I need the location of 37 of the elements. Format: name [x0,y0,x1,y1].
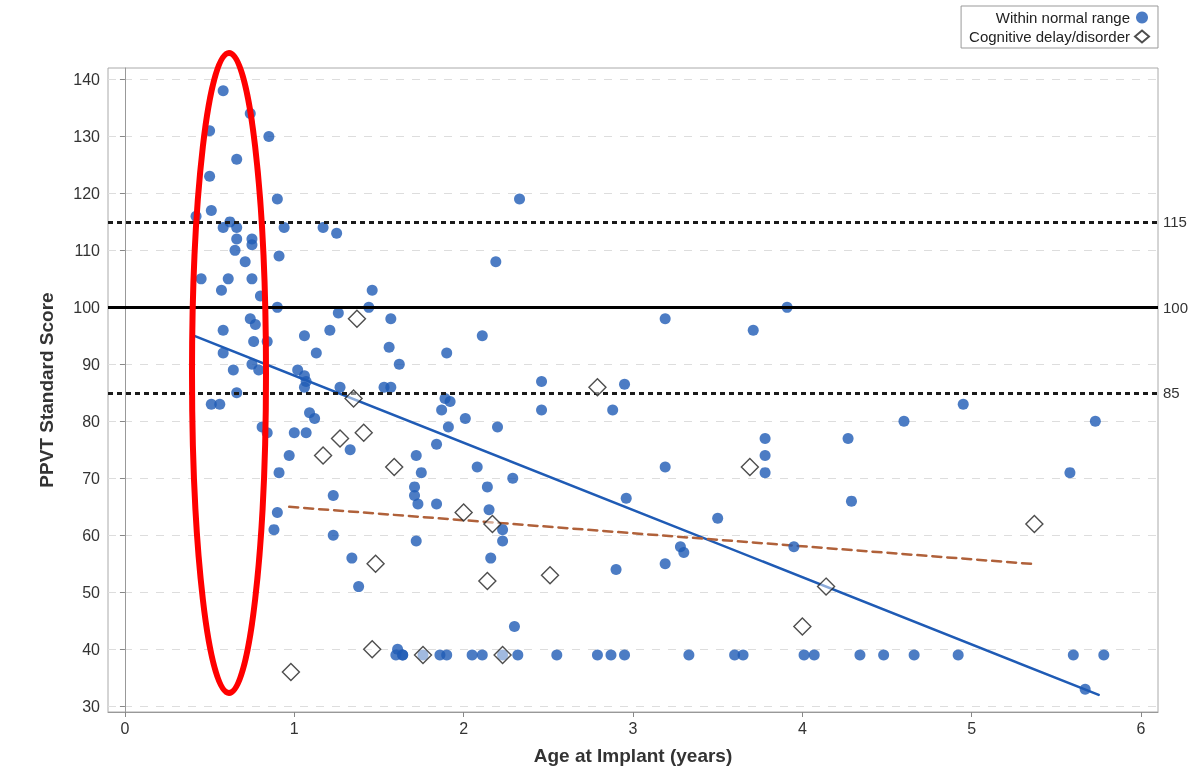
x-tick-label: 0 [120,719,130,737]
point [816,577,836,596]
point [454,503,473,522]
y-tick-label: 30 [82,697,101,715]
point [793,617,812,636]
x-tick-label: 4 [797,719,807,737]
x-tick-label: 2 [459,719,469,737]
point [483,514,502,534]
x-tick-label: 5 [967,719,977,737]
y-tick-label: 120 [73,184,101,202]
x-tick-label: 6 [1136,719,1146,737]
y-tick-label: 140 [73,70,101,88]
x-tick-label: 3 [628,719,638,737]
point [281,662,301,682]
ref-line-label: 115 [1163,213,1187,231]
y-tick-label: 40 [82,640,101,658]
y-tick-label: 50 [82,583,101,601]
point [413,645,433,665]
y-tick-label: 60 [82,526,101,544]
y-tick-label: 80 [82,412,101,430]
legend-label: Cognitive delay/disorder [969,28,1130,45]
point [493,645,512,665]
ref-line-label: 85 [1163,384,1180,402]
x-tick-label: 1 [289,719,299,737]
point [385,457,404,477]
y-tick-label: 90 [82,355,101,373]
ref-line-label: 100 [1163,298,1189,316]
point [344,389,363,408]
y-tick-label: 110 [74,241,101,259]
legend-label: Within normal range [995,9,1130,26]
point [740,457,760,477]
y-tick-label: 130 [73,127,101,145]
point [362,640,382,659]
x-axis-title: Age at Implant (years) [533,745,733,766]
y-tick-label: 100 [73,298,101,316]
y-axis-title: PPVT Standard Score [36,292,57,488]
y-tick-label: 70 [82,469,101,487]
